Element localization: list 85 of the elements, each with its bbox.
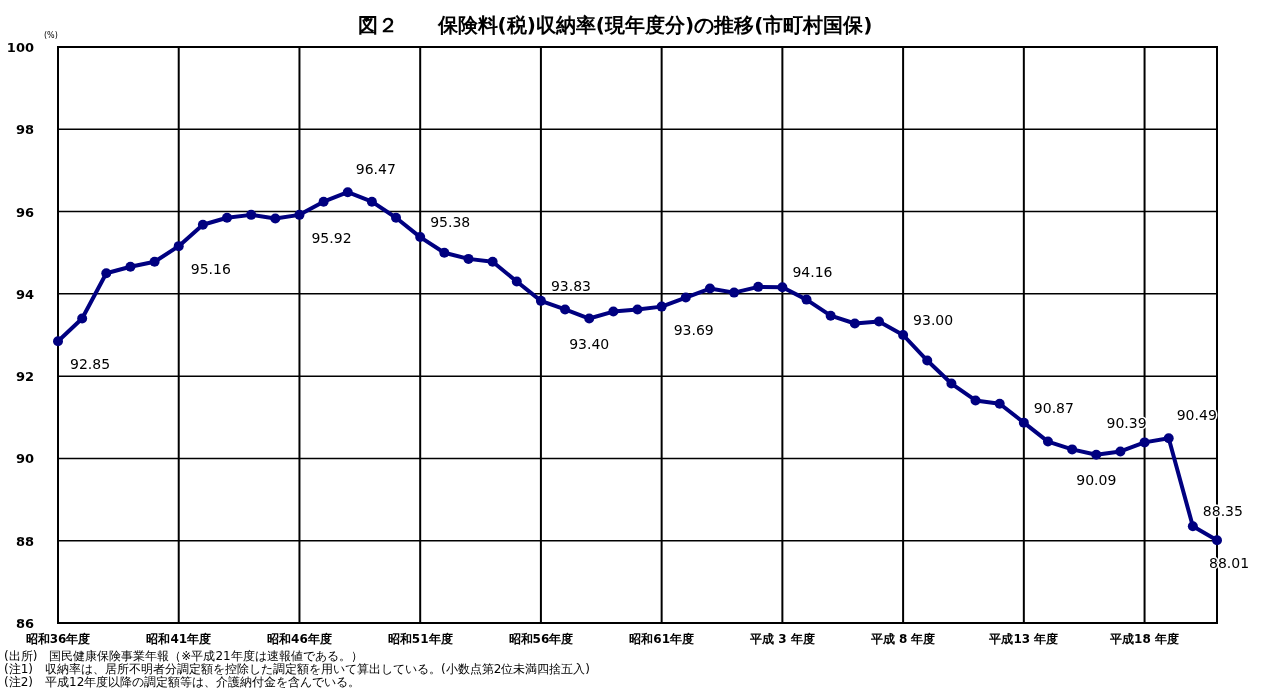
point xyxy=(270,213,281,224)
x-tick-label: 昭和51年度 xyxy=(387,632,453,646)
data-label: 92.85 xyxy=(70,356,111,373)
y-tick-label: 86 xyxy=(15,616,34,631)
text: (注2) 平成12年度以降の調定額等は、介護納付金を含んでいる。 xyxy=(4,675,361,689)
y-axis-title: (%) xyxy=(44,31,58,40)
point xyxy=(439,247,450,258)
point xyxy=(366,196,377,207)
point xyxy=(849,318,860,329)
text: (出所) 国民健康保険事業年報（※平成21年度は速報値である。） xyxy=(4,649,363,663)
x-tick-label: 昭和56年度 xyxy=(508,632,574,646)
data-label: 93.40 xyxy=(569,335,610,352)
y-tick-label: 96 xyxy=(15,204,34,220)
point xyxy=(487,256,498,267)
point xyxy=(53,336,63,347)
point xyxy=(970,395,981,406)
point xyxy=(873,316,884,327)
point xyxy=(994,398,1005,409)
data-label: 94.16 xyxy=(792,264,833,281)
point xyxy=(584,313,595,324)
chart-title: 図２ 保険料(税)収納率(現年度分)の推移(市町村国保) xyxy=(357,13,873,37)
y-tick-label: 100 xyxy=(6,40,34,55)
point xyxy=(729,287,740,298)
point xyxy=(125,261,136,272)
point xyxy=(608,306,619,317)
point xyxy=(1212,535,1222,546)
x-tick-label: 平成 3 年度 xyxy=(749,632,815,646)
point xyxy=(1163,433,1174,444)
y-tick-label: 90 xyxy=(15,451,34,467)
x-tick-label: 平成13 年度 xyxy=(988,632,1059,646)
point xyxy=(463,253,474,264)
point xyxy=(246,209,257,220)
point xyxy=(318,196,329,207)
x-tick-label: 平成 8 年度 xyxy=(869,632,936,646)
x-tick-label: 昭和41年度 xyxy=(146,632,212,646)
data-label: 90.87 xyxy=(1033,399,1074,416)
x-tick-label: 昭和61年度 xyxy=(629,632,694,646)
point xyxy=(1091,449,1102,460)
data-label: 93.69 xyxy=(673,321,714,338)
point xyxy=(197,219,208,230)
data-label: 90.49 xyxy=(1176,407,1217,424)
point xyxy=(77,313,88,324)
data-label: 93.83 xyxy=(550,277,592,294)
point xyxy=(656,301,667,312)
data-label: 93.00 xyxy=(913,312,954,328)
y-tick-label: 98 xyxy=(15,122,34,138)
point xyxy=(101,268,112,279)
point xyxy=(149,256,160,267)
point xyxy=(946,378,957,389)
point xyxy=(535,295,546,306)
point xyxy=(511,276,522,287)
data-label: 95.38 xyxy=(430,214,471,231)
data-label: 95.92 xyxy=(311,229,352,246)
point xyxy=(753,281,764,292)
x-tick-label: 平成18 年度 xyxy=(1109,632,1180,646)
y-tick-label: 94 xyxy=(15,286,34,302)
point xyxy=(1018,417,1029,428)
point xyxy=(560,304,571,315)
point xyxy=(704,283,715,294)
point xyxy=(173,241,184,252)
x-tick-label: 昭和36年度 xyxy=(25,632,91,646)
point xyxy=(415,232,426,243)
text: (注1) 収納率は、居所不明者分調定額を控除した調定額を用いて算出している。(小数点第2位未満四捨五入) xyxy=(4,662,590,676)
y-tick-label: 92 xyxy=(15,369,34,385)
point xyxy=(342,187,353,198)
data-label: 95.16 xyxy=(190,261,231,278)
y-tick-label: 88 xyxy=(15,533,34,549)
x-tick-label: 昭和46年度 xyxy=(267,632,332,646)
point xyxy=(1139,437,1150,448)
point xyxy=(777,282,788,293)
point xyxy=(1187,521,1198,532)
point xyxy=(801,294,812,305)
point xyxy=(294,209,305,220)
point xyxy=(222,212,233,223)
point xyxy=(632,304,643,315)
point xyxy=(680,292,691,303)
point xyxy=(1115,446,1126,457)
point xyxy=(391,212,402,223)
point xyxy=(898,330,909,340)
point xyxy=(825,310,836,321)
point xyxy=(1067,444,1078,455)
data-label: 96.47 xyxy=(355,161,396,178)
data-label: 90.09 xyxy=(1076,471,1117,488)
point xyxy=(922,355,933,366)
point xyxy=(1042,436,1053,447)
